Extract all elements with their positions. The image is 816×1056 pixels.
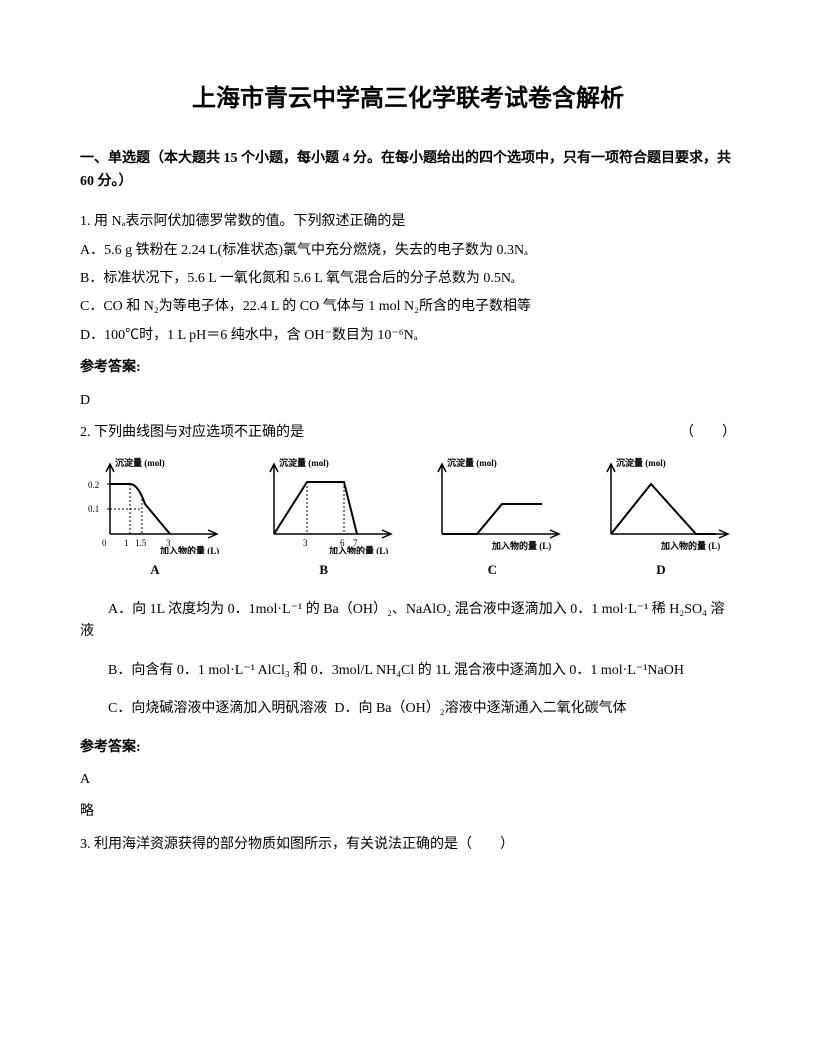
q1-option-d: D．100℃时，1 L pH＝6 纯水中，含 OH⁻数目为 10⁻⁶Nₐ (80, 325, 736, 347)
chart-c-container: 沉淀量 (mol) 加入物的量 (L) C (417, 454, 567, 581)
chart-a-label: A (150, 560, 159, 581)
q2-option-a: A．向 1L 浓度均为 0．1mol·L⁻¹ 的 Ba（OH）₂、NaAlO₂ … (80, 599, 736, 644)
chart-c-ylabel: 沉淀量 (mol) (447, 457, 497, 468)
q2-note: 略 (80, 801, 736, 823)
chart-b-xlabel: 加入物的量 (L) (328, 545, 388, 554)
q1-number: 1. (80, 214, 91, 229)
q2-option-cd: C．向烧碱溶液中逐滴加入明矾溶液 D．向 Ba（OH）₂溶液中逐渐通入二氧化碳气… (80, 698, 736, 720)
chart-a-ytick-0: 0.2 (88, 480, 99, 490)
q3-number: 3. (80, 837, 91, 852)
chart-a-xtick-1: 1.5 (135, 538, 147, 548)
q2-option-b: B．向含有 0．1 mol·L⁻¹ AlCl₃ 和 0．3mol/L NH₄Cl… (80, 660, 736, 682)
q1-stem-text: 用 Nₐ表示阿伏加德罗常数的值。下列叙述正确的是 (94, 214, 405, 229)
chart-d-container: 沉淀量 (mol) 加入物的量 (L) D (586, 454, 736, 581)
chart-a-xlabel: 加入物的量 (L) (159, 545, 219, 554)
question-1: 1. 用 Nₐ表示阿伏加德罗常数的值。下列叙述正确的是 A．5.6 g 铁粉在 … (80, 211, 736, 412)
chart-b-container: 沉淀量 (mol) 3 6 7 加入物的量 (L) B (249, 454, 399, 581)
chart-a-container: 沉淀量 (mol) 0.2 0.1 0 1 1.5 3 加入物的量 (L) (80, 454, 230, 581)
q1-option-b: B．标准状况下，5.6 L 一氧化氮和 5.6 L 氧气混合后的分子总数为 0.… (80, 268, 736, 290)
chart-a-xtick-0: 1 (124, 538, 129, 548)
q2-option-d: D．向 Ba（OH）₂溶液中逐渐通入二氧化碳气体 (334, 701, 626, 716)
chart-d-xlabel: 加入物的量 (L) (660, 540, 720, 551)
q2-stem-text: 下列曲线图与对应选项不正确的是 (94, 425, 304, 440)
chart-a: 沉淀量 (mol) 0.2 0.1 0 1 1.5 3 加入物的量 (L) (80, 454, 230, 554)
chart-a-origin: 0 (102, 538, 107, 548)
q1-stem: 1. 用 Nₐ表示阿伏加德罗常数的值。下列叙述正确的是 (80, 211, 736, 233)
q2-option-c: C．向烧碱溶液中逐滴加入明矾溶液 (108, 701, 327, 716)
chart-a-ytick-1: 0.1 (88, 504, 99, 514)
chart-d: 沉淀量 (mol) 加入物的量 (L) (586, 454, 736, 554)
chart-b-ylabel: 沉淀量 (mol) (279, 457, 329, 468)
chart-c: 沉淀量 (mol) 加入物的量 (L) (417, 454, 567, 554)
q2-answer-label: 参考答案: (80, 737, 736, 759)
question-3: 3. 利用海洋资源获得的部分物质如图所示，有关说法正确的是（ ） (80, 834, 736, 856)
q3-stem-text: 利用海洋资源获得的部分物质如图所示，有关说法正确的是（ ） (94, 837, 514, 852)
chart-d-ylabel: 沉淀量 (mol) (616, 457, 666, 468)
chart-c-label: C (488, 560, 497, 581)
charts-row: 沉淀量 (mol) 0.2 0.1 0 1 1.5 3 加入物的量 (L) (80, 454, 736, 581)
q2-paren: （ ） (680, 422, 736, 444)
chart-c-xlabel: 加入物的量 (L) (491, 540, 551, 551)
q1-option-c: C．CO 和 N₂为等电子体，22.4 L 的 CO 气体与 1 mol N₂所… (80, 296, 736, 318)
question-2: 2. 下列曲线图与对应选项不正确的是 （ ） 沉淀量 (mol) 0.2 (80, 422, 736, 824)
chart-b-xtick-0: 3 (303, 538, 308, 548)
page-title: 上海市青云中学高三化学联考试卷含解析 (80, 80, 736, 118)
q1-answer-label: 参考答案: (80, 357, 736, 379)
section-header: 一、单选题（本大题共 15 个小题，每小题 4 分。在每小题给出的四个选项中，只… (80, 148, 736, 193)
q1-option-a: A．5.6 g 铁粉在 2.24 L(标准状态)氯气中充分燃烧，失去的电子数为 … (80, 240, 736, 262)
chart-b: 沉淀量 (mol) 3 6 7 加入物的量 (L) (249, 454, 399, 554)
chart-d-label: D (656, 560, 665, 581)
q2-number: 2. (80, 425, 91, 440)
chart-b-label: B (319, 560, 328, 581)
chart-a-ylabel: 沉淀量 (mol) (115, 457, 165, 468)
q1-answer: D (80, 390, 736, 412)
q2-answer: A (80, 769, 736, 791)
